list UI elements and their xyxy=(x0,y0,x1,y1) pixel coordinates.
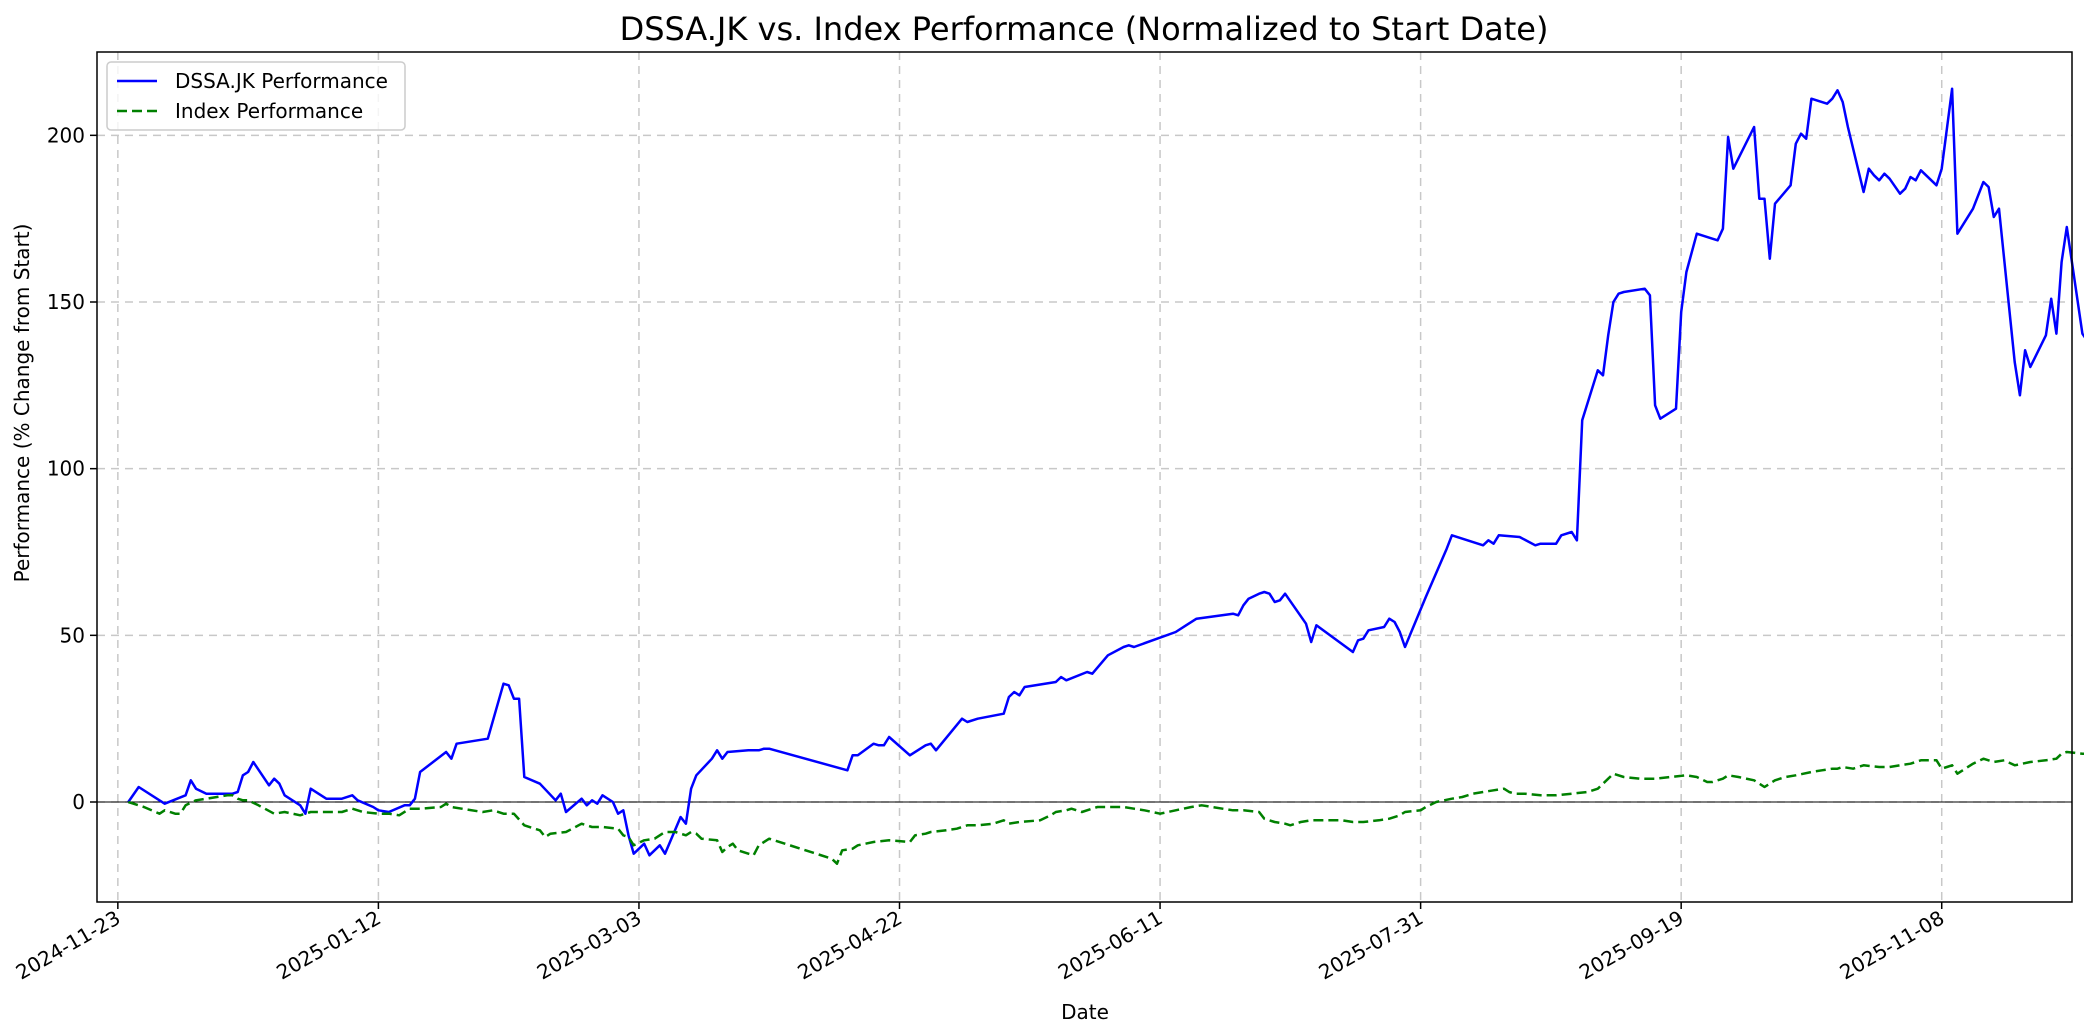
series-layer xyxy=(127,87,2084,865)
y-tick-label: 50 xyxy=(60,623,85,647)
plot-frame xyxy=(96,51,2073,903)
series-line-dssa xyxy=(127,87,2084,857)
y-tick-label: 0 xyxy=(72,790,85,814)
y-tick-label: 200 xyxy=(47,123,85,147)
x-axis-label: Date xyxy=(1061,1000,1109,1024)
y-tick-label: 100 xyxy=(47,457,85,481)
legend: DSSA.JK Performance Index Performance xyxy=(106,61,406,131)
chart-title: DSSA.JK vs. Index Performance (Normalize… xyxy=(620,10,1549,48)
y-axis-label: Performance (% Change from Start) xyxy=(10,224,34,583)
y-tick-label: 150 xyxy=(47,290,85,314)
legend-label-index: Index Performance xyxy=(175,99,363,123)
series-line-index xyxy=(127,750,2084,865)
legend-label-dssa: DSSA.JK Performance xyxy=(175,69,388,93)
legend-box xyxy=(106,61,406,131)
